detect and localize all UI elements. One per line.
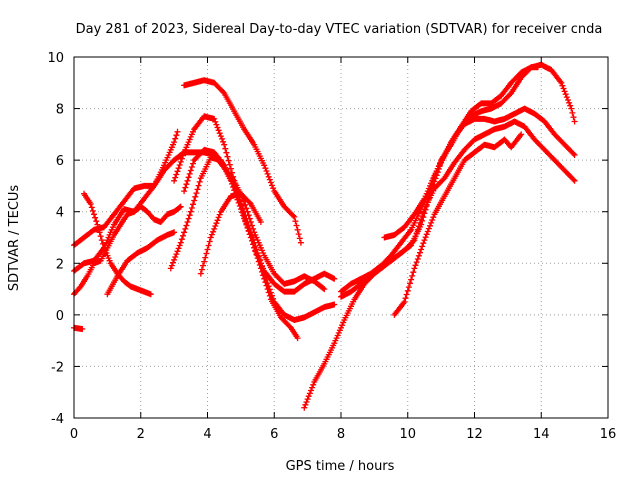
x-tick-label: 0 [70, 427, 78, 442]
series-track-4 [71, 149, 328, 293]
series-markers [391, 131, 525, 318]
series-markers [71, 149, 328, 293]
series-track-16 [338, 64, 541, 300]
data-series [71, 61, 578, 411]
x-tick-label: 4 [203, 427, 211, 442]
y-axis-label: SDTVAR / TECUs [7, 185, 22, 292]
chart-title: Day 281 of 2023, Sidereal Day-to-day VTE… [76, 22, 603, 37]
series-markers [181, 146, 338, 323]
x-tick-label: 8 [337, 427, 345, 442]
x-tick-label: 6 [270, 427, 278, 442]
series-track-9 [171, 113, 338, 295]
series-markers [338, 61, 578, 295]
y-tick-label: 10 [47, 51, 64, 66]
y-tick-label: 0 [56, 309, 64, 324]
y-tick-label: 2 [56, 257, 64, 272]
axis-ticks [73, 56, 609, 419]
series-markers [171, 113, 338, 295]
x-axis-label: GPS time / hours [286, 459, 395, 474]
series-track-6 [104, 229, 178, 298]
y-tick-label: 8 [56, 103, 64, 118]
series-markers [81, 190, 154, 298]
series-track-8 [181, 146, 338, 323]
y-tick-label: 6 [56, 154, 64, 169]
series-markers [104, 229, 178, 298]
series-track-14 [391, 131, 525, 318]
series-track-5 [81, 190, 154, 298]
series-markers [338, 64, 541, 300]
series-track-10 [181, 77, 304, 246]
series-track-13 [338, 61, 578, 295]
y-tick-label: -4 [51, 412, 64, 427]
x-tick-label: 12 [466, 427, 483, 442]
x-tick-label: 14 [533, 427, 550, 442]
y-tick-label: 4 [56, 206, 64, 221]
series-markers [381, 105, 578, 241]
series-markers [71, 324, 86, 332]
tick-labels: 0 2 4 6 8 10 12 14 16 -4 -2 0 2 4 6 8 10 [47, 51, 616, 442]
series-track-11 [197, 190, 264, 277]
x-tick-label: 2 [137, 427, 145, 442]
x-tick-label: 16 [600, 427, 617, 442]
series-markers [181, 77, 304, 246]
series-track-1 [71, 324, 86, 332]
series-markers [197, 190, 264, 277]
y-tick-label: -2 [51, 360, 64, 375]
series-track-15 [381, 105, 578, 241]
x-tick-label: 10 [399, 427, 416, 442]
